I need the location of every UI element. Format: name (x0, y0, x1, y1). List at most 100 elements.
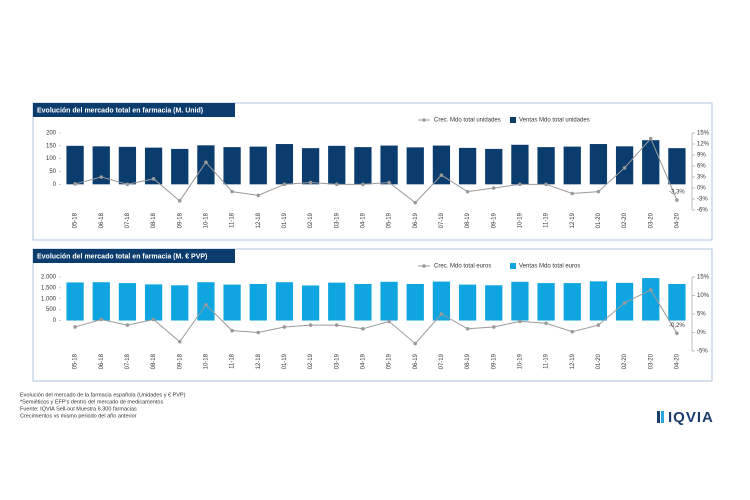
bar (668, 283, 686, 321)
x-tick-label: 04-19 (360, 353, 366, 369)
x-tick-label: 09-18 (177, 212, 183, 228)
bar (458, 147, 477, 185)
x-tick-label: 02-19 (308, 212, 314, 228)
logo-icon (657, 411, 664, 423)
point (204, 160, 208, 165)
x-tick-label: 07-19 (439, 212, 445, 228)
point (491, 186, 496, 190)
x-tick-label: 12-18 (256, 353, 262, 369)
x-tick-label: 06-19 (413, 212, 419, 228)
bar (406, 283, 424, 321)
bar (485, 148, 503, 185)
y-tick-label: 100 (46, 156, 57, 162)
x-tick-label: 11-18 (230, 212, 236, 228)
x-tick-label: 10-18 (203, 353, 209, 369)
y2-tick-label: 3% (697, 175, 706, 181)
y2-tick-label: 0% (697, 186, 706, 192)
bar (615, 146, 634, 185)
point (282, 325, 287, 329)
line (74, 289, 678, 345)
x-tick-label: 12-18 (256, 212, 262, 228)
legend-label: Crec. Mdo total euros (434, 264, 491, 270)
y-tick-label: 1.500 (41, 285, 57, 291)
point (518, 319, 522, 324)
point (675, 331, 679, 336)
y2-tick-label: 0% (697, 330, 706, 336)
x-tick-label: 11-19 (544, 353, 550, 369)
bar (275, 144, 294, 185)
y2-tick-label: -3% (697, 197, 708, 203)
bar (406, 147, 424, 185)
point (387, 319, 391, 324)
legend-label: Crec. Mdo total unidades (434, 118, 501, 124)
x-tick-label: 01-19 (282, 353, 288, 369)
x-tick-label: 07-19 (439, 353, 445, 369)
chart-frame (32, 102, 713, 241)
point (256, 193, 261, 198)
x-tick-label: 08-18 (151, 353, 157, 369)
x-tick-label: 05-18 (73, 353, 79, 369)
x-tick-label: 04-19 (360, 212, 366, 228)
bar (249, 283, 267, 321)
x-tick-label: 03-20 (648, 212, 654, 228)
x-tick-label: 06-19 (413, 353, 419, 369)
x-tick-label: 03-19 (334, 212, 340, 228)
bar (144, 147, 163, 185)
bar (563, 146, 581, 185)
bar (171, 285, 189, 321)
point (125, 323, 130, 327)
point (230, 189, 234, 194)
footnote: Crecimientos vs mismo periodo del año an… (20, 413, 137, 419)
bar (563, 283, 581, 321)
title-bar (33, 249, 235, 263)
x-tick-label: 05-18 (73, 212, 79, 228)
logo: IQVIA (668, 409, 714, 426)
bar (380, 145, 398, 185)
bar (144, 284, 163, 321)
bar (66, 282, 84, 321)
x-tick-label: 01-19 (282, 212, 288, 228)
x-tick-label: 02-20 (622, 353, 628, 369)
point (308, 180, 313, 185)
x-tick-label: 06-18 (99, 353, 105, 369)
x-tick-label: 02-20 (622, 212, 628, 228)
y-tick-label: 2.000 (41, 275, 57, 281)
point (99, 317, 104, 322)
chart: Evolución del mercado total en farmacia … (32, 102, 713, 241)
x-tick-label: 09-18 (177, 353, 183, 369)
point (151, 177, 156, 181)
point (282, 182, 287, 187)
legend-swatch (510, 263, 516, 269)
y-tick-label: 150 (46, 143, 57, 149)
point (648, 136, 653, 141)
bar (275, 282, 294, 321)
point (73, 182, 77, 186)
point (544, 182, 548, 187)
point (648, 288, 653, 292)
y2-tick-label: 10% (697, 293, 710, 299)
y2-tick-label: 15% (697, 131, 710, 137)
point (99, 175, 104, 179)
bar (223, 147, 241, 185)
bar (380, 281, 398, 321)
point (413, 200, 418, 205)
x-tick-label: 03-19 (334, 353, 340, 369)
x-tick-label: 05-19 (387, 212, 393, 228)
point (387, 180, 391, 185)
point (465, 327, 470, 331)
x-tick-label: 04-20 (674, 353, 680, 369)
point (675, 198, 679, 202)
y2-tick-label: 6% (697, 164, 706, 170)
footnote: Fuente: IQVIA Sell-out Muestra 6.300 far… (20, 406, 137, 412)
point (596, 189, 601, 194)
x-tick-label: 06-18 (99, 212, 105, 228)
bar (458, 284, 477, 321)
bar (66, 145, 84, 185)
y2-tick-label: 9% (697, 153, 706, 159)
point (439, 312, 444, 316)
bar (223, 284, 241, 321)
point (361, 182, 365, 187)
x-tick-label: 01-20 (596, 353, 602, 369)
bar (118, 146, 137, 185)
